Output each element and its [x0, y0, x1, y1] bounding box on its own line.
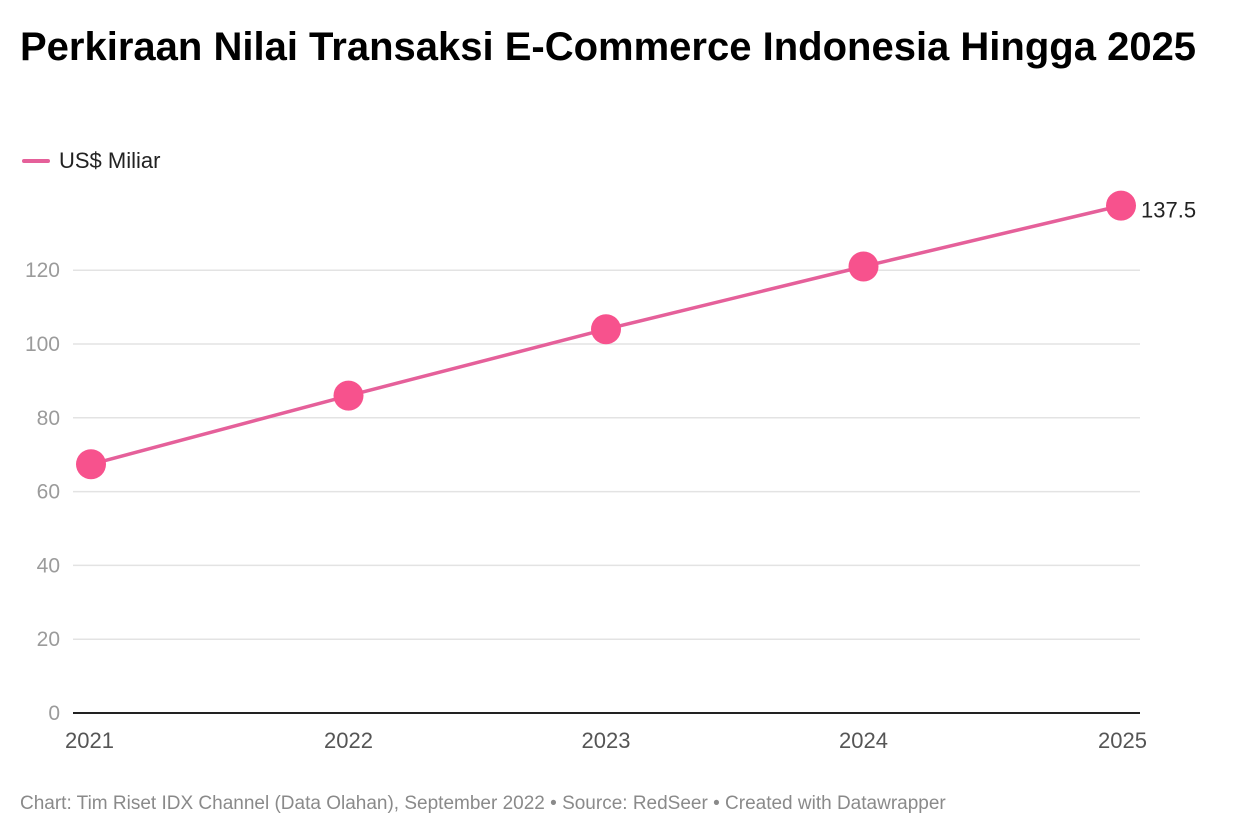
line-chart: 0 20 40 60 80 100 120 2021 2022 2023 2024 2025 137.5	[25, 190, 1196, 753]
data-point	[591, 314, 621, 345]
y-tick-label: 20	[37, 628, 60, 651]
y-tick-label: 60	[37, 481, 60, 504]
y-tick-label: 80	[37, 407, 60, 430]
chart-title: Perkiraan Nilai Transaksi E-Commerce Ind…	[20, 25, 1197, 69]
chart-footer: Chart: Tim Riset IDX Channel (Data Olaha…	[20, 793, 946, 814]
x-tick-label: 2022	[324, 728, 373, 753]
legend-label: US$ Miliar	[59, 148, 161, 173]
x-tick-label: 2021	[65, 728, 114, 753]
y-tick-label: 100	[25, 333, 60, 356]
x-tick-label: 2025	[1098, 728, 1147, 753]
data-point	[76, 449, 106, 480]
legend-swatch	[22, 159, 50, 163]
x-tick-label: 2023	[582, 728, 631, 753]
y-tick-label: 120	[25, 259, 60, 282]
y-tick-label: 0	[48, 702, 60, 725]
x-tick-label: 2024	[839, 728, 888, 753]
y-tick-label: 40	[37, 554, 60, 577]
legend: US$ Miliar	[22, 147, 160, 175]
data-point	[1106, 190, 1136, 221]
data-label: 137.5	[1141, 198, 1196, 223]
data-point	[333, 380, 364, 411]
data-point	[848, 251, 879, 282]
